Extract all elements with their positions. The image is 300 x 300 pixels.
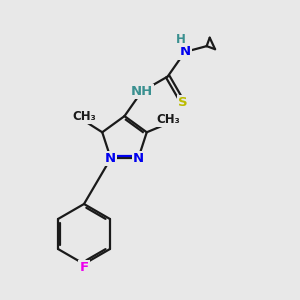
Text: N: N — [133, 152, 144, 165]
Text: N: N — [105, 152, 116, 165]
Text: CH₃: CH₃ — [72, 110, 96, 123]
Text: H: H — [176, 33, 185, 46]
Text: S: S — [178, 96, 188, 109]
Text: NH: NH — [130, 85, 153, 98]
Text: N: N — [179, 46, 191, 59]
Text: F: F — [80, 261, 88, 274]
Text: CH₃: CH₃ — [156, 113, 180, 126]
